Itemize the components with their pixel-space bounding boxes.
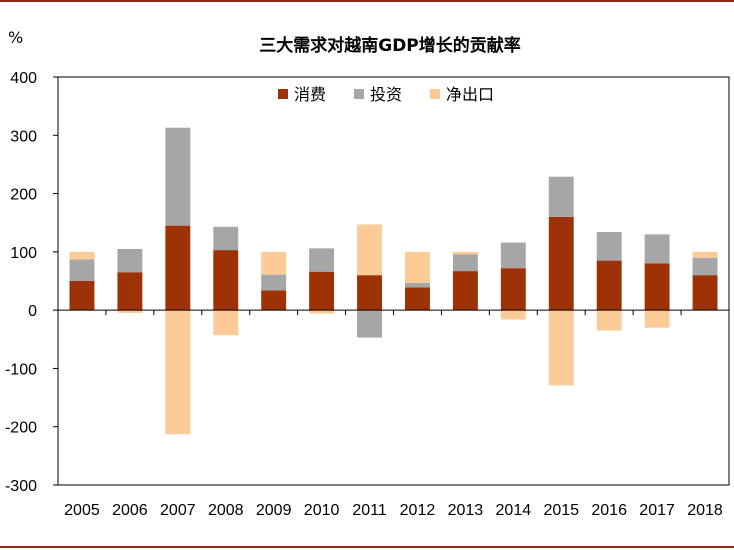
bar-2011-净出口 [357,224,382,276]
y-tick-label: -100 [5,361,37,378]
bar-2015-净出口 [548,310,574,386]
bar-2012-投资 [405,282,430,288]
bar-2013-投资 [452,254,478,272]
legend-label: 消费 [294,85,326,104]
bottom-rule [0,546,734,548]
bar-2014-净出口 [500,310,526,320]
bar-2017-净出口 [644,310,670,328]
bar-2018-投资 [692,257,718,276]
x-tick-label: 2013 [448,502,484,519]
bar-2018-消费 [692,275,718,311]
bar-2013-净出口 [452,251,478,255]
bar-2014-消费 [500,268,526,311]
bar-2005-投资 [69,259,95,281]
y-tick-label: 200 [10,187,37,204]
bar-2016-投资 [596,232,622,261]
x-tick-label: 2009 [256,502,292,519]
y-tick-label: 100 [10,245,37,262]
x-tick-label: 2016 [591,502,627,519]
x-tick-label: 2008 [208,502,244,519]
bar-2015-投资 [548,176,574,217]
bar-2012-消费 [405,287,430,311]
bar-2015-消费 [548,216,574,311]
bar-2008-消费 [213,250,239,311]
bar-2006-净出口 [117,310,143,314]
bar-2010-净出口 [309,310,335,314]
bar-2008-投资 [213,226,239,251]
y-tick-label: 300 [10,128,37,145]
top-rule [0,0,734,2]
x-tick-label: 2018 [687,502,723,519]
x-tick-label: 2017 [639,502,675,519]
y-axis-unit: % [8,28,24,47]
x-tick-label: 2006 [112,502,148,519]
bar-2016-净出口 [596,310,622,331]
bar-2009-投资 [261,274,287,291]
x-tick-label: 2015 [543,502,579,519]
plot-area-border [57,76,730,486]
chart-title: 三大需求对越南GDP增长的贡献率 [259,36,521,56]
bar-2011-消费 [357,275,382,311]
bar-2007-投资 [165,127,191,226]
legend-label: 净出口 [446,85,494,104]
legend-swatch-消费 [278,89,288,99]
x-tick-label: 2007 [160,502,196,519]
y-tick-label: 0 [28,303,37,320]
bar-2016-消费 [596,260,622,311]
bar-2017-投资 [644,234,670,264]
bar-2006-投资 [117,248,143,273]
x-tick-label: 2014 [496,502,532,519]
bar-2008-净出口 [213,310,239,336]
bar-2005-净出口 [69,251,95,260]
bar-2013-消费 [452,271,478,311]
bar-2010-投资 [309,248,335,272]
bar-2012-净出口 [405,251,430,283]
bar-2011-投资 [357,310,382,338]
bar-2007-消费 [165,225,191,311]
bar-2014-投资 [500,242,526,269]
x-tick-label: 2011 [352,502,387,519]
bar-2009-消费 [261,290,287,311]
legend-label: 投资 [370,85,402,104]
bar-2010-消费 [309,271,335,311]
bar-2006-消费 [117,272,143,311]
legend-swatch-净出口 [430,89,440,99]
x-tick-label: 2012 [400,502,436,519]
y-tick-label: 400 [10,70,37,87]
bar-2009-净出口 [261,251,287,275]
legend-swatch-投资 [354,89,364,99]
y-tick-label: -200 [5,420,37,437]
bar-2007-净出口 [165,310,191,435]
bar-2017-消费 [644,263,670,311]
y-tick-label: -300 [5,478,37,495]
bar-2018-净出口 [692,251,718,258]
bar-2005-消费 [69,281,95,311]
x-tick-label: 2005 [64,502,100,519]
x-tick-label: 2010 [304,502,340,519]
